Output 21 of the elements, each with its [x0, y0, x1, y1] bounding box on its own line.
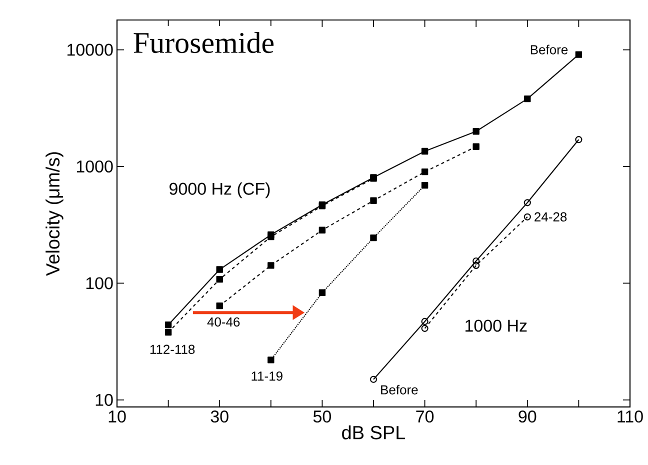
- x-tick-label: 90: [518, 410, 536, 423]
- y-axis-title: Velocity (μm/s): [46, 152, 64, 276]
- y-tick-label: 10000: [68, 44, 113, 56]
- series-label: 24-28: [534, 212, 567, 222]
- x-tick-label: 50: [313, 410, 331, 423]
- chart-title: Furosemide: [134, 32, 274, 54]
- series-label: 40-46: [207, 317, 240, 327]
- x-tick-label: 10: [108, 410, 126, 423]
- series-label: 112-118: [150, 344, 195, 354]
- x-tick-label: 110: [618, 410, 643, 423]
- y-tick-label: 10: [96, 394, 113, 406]
- y-tick-label: 1000: [76, 160, 113, 173]
- x-axis-title: dB SPL: [342, 425, 406, 440]
- x-tick-label: 30: [210, 410, 228, 423]
- annotation: 1000 Hz: [466, 320, 527, 332]
- annotation: 9000 Hz (CF): [170, 182, 270, 198]
- series-label: Before: [530, 44, 568, 54]
- series-label: 11-19: [252, 371, 282, 381]
- series-label: Before: [381, 384, 418, 394]
- y-tick-label: 100: [86, 277, 113, 290]
- x-tick-label: 70: [416, 410, 434, 423]
